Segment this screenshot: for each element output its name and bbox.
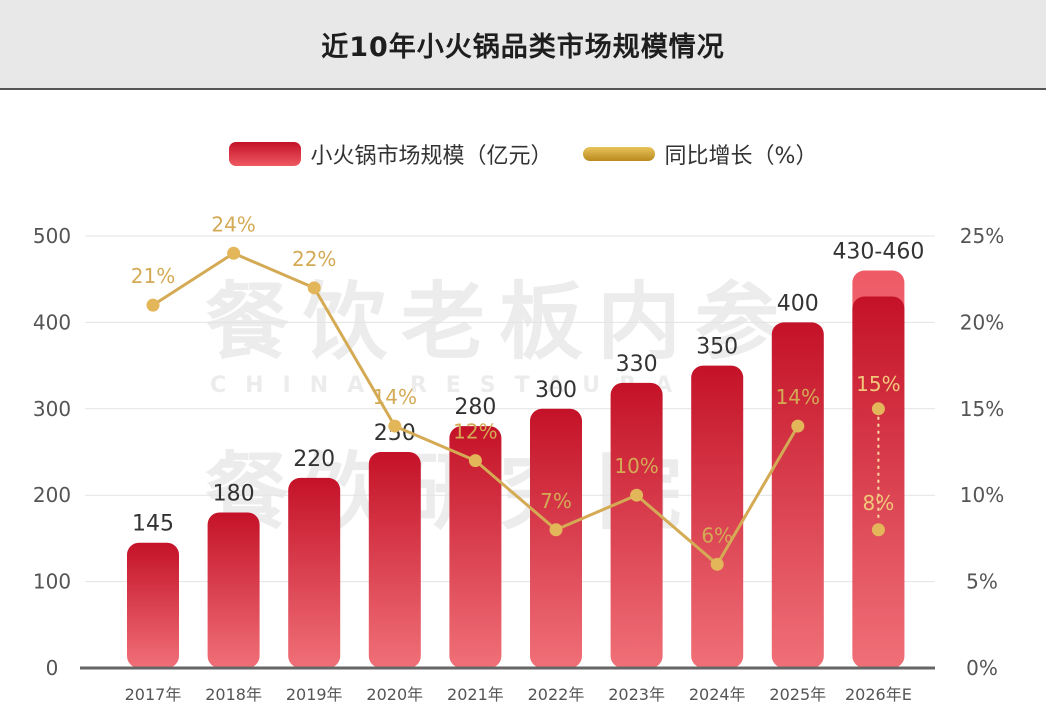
y-right-tick-label: 10%	[960, 483, 1004, 507]
growth-marker	[307, 281, 321, 295]
bar	[449, 426, 502, 668]
bar-value-label: 280	[454, 395, 496, 420]
bar	[691, 365, 744, 668]
x-tick-label: 2026年E	[845, 685, 912, 704]
bar-value-label: 430-460	[832, 240, 924, 265]
bar	[530, 408, 582, 668]
legend-item-bar: 小火锅市场规模（亿元）	[228, 138, 553, 170]
growth-marker	[710, 557, 724, 571]
y-right-tick-label: 15%	[960, 397, 1004, 421]
x-tick-label: 2021年	[447, 685, 504, 704]
estimate-low-label: 8%	[863, 491, 895, 515]
x-tick-label: 2022年	[528, 685, 585, 704]
x-tick-label: 2023年	[608, 685, 665, 704]
bar	[771, 322, 824, 668]
y-left-tick-label: 300	[33, 397, 71, 421]
bar-value-label: 180	[213, 481, 255, 506]
estimate-high-marker	[871, 402, 885, 416]
growth-marker	[549, 523, 563, 537]
legend-item-line: 同比增长（%）	[582, 138, 818, 170]
legend-bar-label: 小火锅市场规模（亿元）	[310, 144, 553, 169]
y-right-tick-label: 20%	[960, 310, 1004, 334]
growth-marker	[791, 419, 805, 433]
bar-value-label: 220	[293, 447, 335, 472]
y-left-tick-label: 200	[33, 483, 71, 507]
growth-marker	[388, 419, 402, 433]
y-right-tick-label: 5%	[966, 570, 998, 594]
growth-marker	[227, 246, 241, 260]
growth-value-label: 14%	[776, 385, 820, 409]
bar	[610, 382, 663, 668]
growth-marker	[146, 298, 160, 312]
y-left-tick-label: 100	[33, 570, 71, 594]
growth-value-label: 12%	[453, 420, 497, 444]
bar	[368, 452, 421, 668]
legend-bar-swatch	[228, 142, 301, 166]
growth-value-label: 24%	[211, 212, 255, 236]
legend-line-label: 同比增长（%）	[664, 144, 818, 169]
growth-value-label: 21%	[131, 264, 175, 288]
estimate-high-label: 15%	[856, 372, 900, 396]
y-right-tick-label: 25%	[960, 224, 1004, 248]
chart-legend: 小火锅市场规模（亿元） 同比增长（%）	[0, 134, 1046, 174]
growth-value-label: 10%	[614, 454, 658, 478]
x-tick-label: 2020年	[366, 685, 423, 704]
growth-value-label: 22%	[292, 247, 336, 271]
x-tick-label: 2018年	[205, 685, 262, 704]
bar-value-label: 400	[777, 291, 819, 316]
page-title: 近10年小火锅品类市场规模情况	[321, 31, 725, 63]
growth-value-label: 14%	[373, 385, 417, 409]
title-bar: 近10年小火锅品类市场规模情况	[0, 0, 1046, 90]
y-right-tick-label: 0%	[966, 656, 998, 680]
growth-marker	[468, 454, 482, 468]
growth-value-label: 7%	[540, 489, 572, 513]
growth-marker	[630, 488, 644, 502]
bar	[127, 542, 179, 668]
bar-value-label: 350	[696, 335, 738, 360]
legend-line-swatch	[582, 147, 655, 161]
y-left-tick-label: 400	[33, 310, 71, 334]
x-tick-label: 2024年	[689, 685, 746, 704]
bar-value-label: 300	[535, 378, 577, 403]
y-left-tick-label: 500	[33, 224, 71, 248]
bar	[207, 512, 260, 668]
y-left-tick-label: 0	[46, 656, 59, 680]
bar-value-label: 145	[132, 512, 174, 537]
x-tick-label: 2017年	[125, 685, 182, 704]
estimate-low-marker	[871, 523, 885, 537]
bar	[288, 477, 341, 668]
x-tick-label: 2019年	[286, 685, 343, 704]
bar-value-label: 330	[616, 352, 658, 377]
x-tick-label: 2025年	[769, 685, 826, 704]
growth-value-label: 6%	[701, 523, 733, 547]
